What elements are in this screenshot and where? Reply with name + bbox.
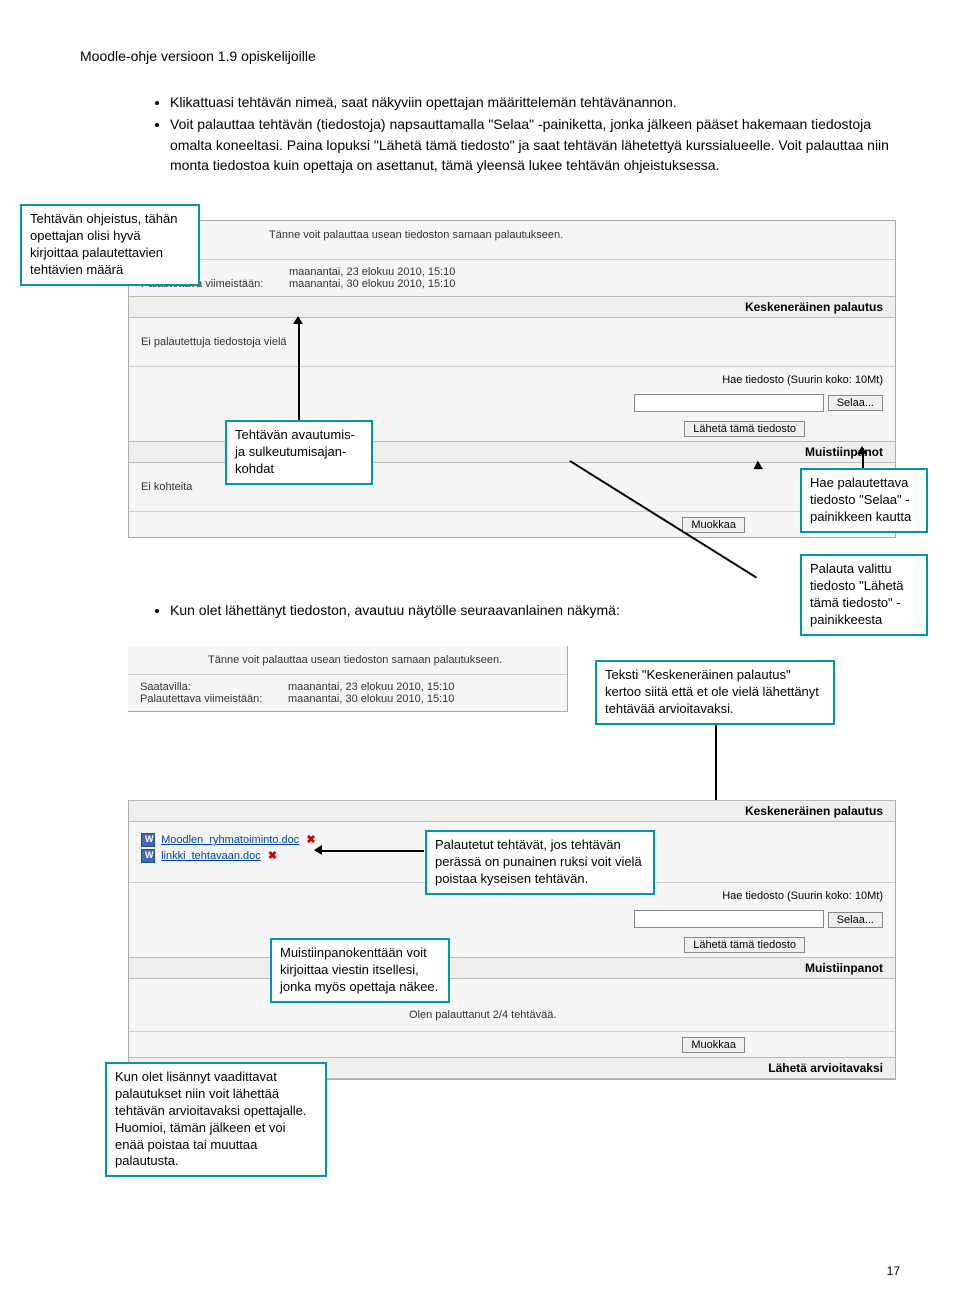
callout-send: Palauta valittu tiedosto "Lähetä tämä ti…: [800, 554, 928, 636]
callout-notes: Muistiinpanokenttään voit kirjoittaa vie…: [270, 938, 450, 1003]
send-file-button[interactable]: Lähetä tämä tiedosto: [684, 421, 805, 437]
status-heading: Keskeneräinen palautus: [129, 296, 895, 318]
avail-value-2: maanantai, 23 elokuu 2010, 15:10: [288, 681, 454, 693]
edit-button[interactable]: Muokkaa: [682, 517, 745, 533]
send-file-button-2[interactable]: Lähetä tämä tiedosto: [684, 937, 805, 953]
file-link-2[interactable]: linkki_tehtavaan.doc: [161, 850, 261, 862]
upload-label: Hae tiedosto (Suurin koko: 10Mt): [722, 374, 883, 386]
edit-button-2[interactable]: Muokkaa: [682, 1037, 745, 1053]
file-link-1[interactable]: Moodlen_ryhmatoiminto.doc: [161, 834, 299, 846]
top-bullet-list: Klikattuasi tehtävän nimeä, saat näkyvii…: [170, 92, 900, 175]
due-label-2: Palautettava viimeistään:: [140, 693, 280, 705]
task-intro-text-2: Tänne voit palauttaa usean tiedoston sam…: [128, 646, 567, 674]
status-heading-2: Keskeneräinen palautus: [129, 800, 895, 822]
callout-browse: Hae palautettava tiedosto "Selaa" -paini…: [800, 468, 928, 533]
callout-dates: Tehtävän avautumis- ja sulkeutumisajan-k…: [225, 420, 373, 485]
mid-bullet: Kun olet lähettänyt tiedoston, avautuu n…: [170, 602, 620, 618]
moodle-screenshot-2-top: Tänne voit palauttaa usean tiedoston sam…: [128, 646, 568, 712]
mid-bullet-list: Kun olet lähettänyt tiedoston, avautuu n…: [170, 602, 620, 618]
callout-returned: Palautetut tehtävät, jos tehtävän peräss…: [425, 830, 655, 895]
callout-submit: Kun olet lisännyt vaadittavat palautukse…: [105, 1062, 327, 1177]
avail-value: maanantai, 23 elokuu 2010, 15:10: [289, 266, 455, 278]
file-input-2[interactable]: [634, 910, 824, 928]
no-files-text: Ei palautettuja tiedostoja vielä: [129, 318, 895, 366]
callout-incomplete: Teksti "Keskeneräinen palautus" kertoo s…: [595, 660, 835, 725]
delete-icon[interactable]: ✖: [268, 850, 277, 862]
callout-ohjeistus: Tehtävän ohjeistus, tähän opettajan olis…: [20, 204, 200, 286]
page-number: 17: [887, 1264, 900, 1278]
bullet-2: Voit palauttaa tehtävän (tiedostoja) nap…: [170, 114, 900, 175]
due-value: maanantai, 30 elokuu 2010, 15:10: [289, 278, 455, 290]
word-icon: [141, 833, 155, 847]
notes-heading-2: Muistiinpanot: [129, 957, 895, 979]
due-value-2: maanantai, 30 elokuu 2010, 15:10: [288, 693, 454, 705]
browse-button[interactable]: Selaa...: [828, 395, 883, 411]
moodle-screenshot-1: Tänne voit palauttaa usean tiedoston sam…: [128, 220, 896, 538]
browse-button-2[interactable]: Selaa...: [828, 912, 883, 928]
upload-label-2: Hae tiedosto (Suurin koko: 10Mt): [722, 890, 883, 902]
task-intro-text: Tänne voit palauttaa usean tiedoston sam…: [129, 221, 895, 259]
page-header: Moodle-ohje versioon 1.9 opiskelijoille: [80, 48, 900, 64]
bullet-1: Klikattuasi tehtävän nimeä, saat näkyvii…: [170, 92, 900, 112]
file-input[interactable]: [634, 394, 824, 412]
avail-label-2: Saatavilla:: [140, 681, 280, 693]
note-text: Olen palauttanut 2/4 tehtävää.: [129, 979, 895, 1031]
word-icon: [141, 849, 155, 863]
